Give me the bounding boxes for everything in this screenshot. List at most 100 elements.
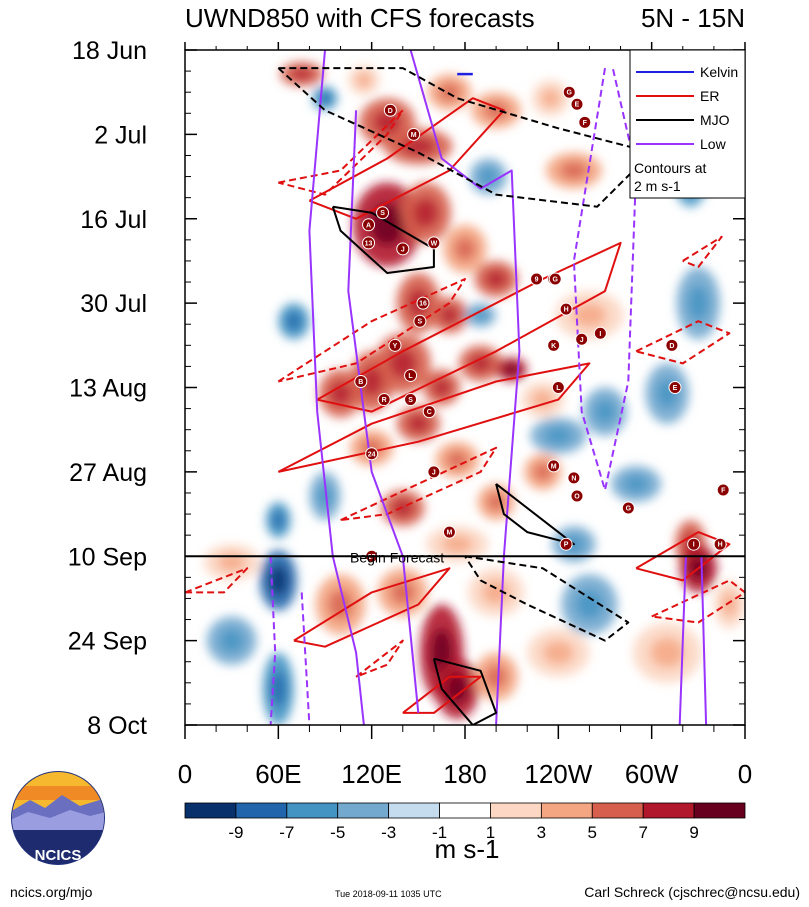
tc-marker: E [668, 381, 682, 394]
legend-note-2: 2 m s-1 [634, 178, 681, 194]
tc-marker-label: K [551, 343, 556, 350]
anomaly-core [485, 664, 507, 689]
tc-marker-dot [570, 489, 584, 503]
y-tick-label: 13 Aug [69, 375, 147, 403]
anomaly-core [541, 89, 560, 108]
tc-marker: I [687, 537, 701, 551]
tc-marker: H [713, 537, 727, 551]
tc-marker-label: J [401, 246, 405, 253]
tc-marker-label: L [556, 385, 561, 392]
tc-marker-label: P [564, 542, 569, 549]
tc-marker-dot [427, 465, 441, 479]
x-tick-label: 120E [341, 759, 402, 789]
er-contour [277, 362, 591, 473]
tc-marker-dot [396, 242, 410, 256]
tc-marker: B [354, 374, 368, 388]
tc-marker-label: J [580, 337, 584, 344]
footer-site: ncics.org/mjo [10, 884, 93, 900]
anomaly-core [542, 640, 574, 665]
low-contour [347, 110, 420, 713]
tc-marker: J [427, 465, 441, 479]
tc-marker-label: L [408, 373, 413, 380]
mjo-contour [495, 483, 575, 546]
anomaly-core [272, 511, 285, 530]
anomaly-core [356, 72, 372, 88]
tc-marker-dot [713, 537, 727, 551]
y-axis: 18 Jun 2 Jul 16 Jul 30 Jul 13 Aug 27 Aug 10 Se… [68, 37, 745, 740]
er-contour [355, 639, 404, 678]
low-contour [300, 592, 311, 725]
tc-marker-dot [575, 332, 589, 346]
tc-marker: N [567, 471, 581, 485]
y-tick-label: 2 Jul [94, 121, 147, 149]
anomaly-core [329, 381, 352, 406]
tc-marker-dot [365, 447, 379, 461]
tc-marker: G [562, 85, 576, 99]
tc-marker-dot [413, 314, 427, 328]
er-contour [293, 567, 451, 648]
anomaly-core [687, 285, 710, 322]
anomaly-core [446, 673, 469, 704]
y-tick-label: 16 Jul [80, 206, 147, 234]
tc-marker-dot [442, 525, 456, 539]
tc-marker-label: I [599, 331, 601, 338]
tc-marker-dot [578, 115, 592, 129]
colorbar-swatch [439, 802, 491, 819]
colorbar-tick-label: 1 [486, 823, 495, 842]
tc-marker-dot [548, 272, 562, 286]
tc-marker: S [413, 314, 427, 328]
tc-marker-dot [559, 537, 573, 551]
tc-marker-dot [559, 302, 573, 316]
mjo-contour [331, 205, 435, 274]
er-contour [277, 278, 466, 383]
tc-markers: SA13JWMD16SYBLRSC24JM27GEFGGHKJIDLEMNOGP… [354, 85, 730, 563]
tc-marker: G [548, 272, 562, 286]
x-tick-label: 60E [255, 759, 301, 789]
anomaly-core [721, 592, 738, 617]
tc-marker: K [547, 338, 561, 352]
tc-marker: W [427, 236, 441, 250]
anomaly-core [572, 303, 607, 328]
tc-marker: M [442, 525, 456, 539]
colorbar-tick-label: 3 [537, 823, 546, 842]
tc-marker-label: M [411, 132, 417, 139]
er-contour [308, 97, 505, 220]
tc-marker: S [376, 206, 390, 220]
anomaly-core [269, 565, 288, 596]
anomaly-core [441, 535, 473, 554]
tc-marker-dot [593, 326, 607, 340]
anomaly-core [328, 589, 353, 620]
er-contour [340, 446, 498, 522]
tc-marker-label: G [626, 506, 632, 513]
colorbar-unit: m s-1 [435, 834, 500, 864]
tc-marker-label: D [388, 108, 393, 115]
tc-marker-label: I [693, 542, 695, 549]
tc-marker: A [362, 218, 376, 232]
colorbar-swatch [235, 802, 288, 819]
anomaly-core [486, 492, 506, 512]
tc-marker: 9 [530, 272, 544, 286]
tc-marker-label: B [358, 379, 363, 386]
tc-marker-label: S [380, 210, 385, 217]
legend-er: ER [700, 88, 719, 104]
anomaly-core [390, 580, 416, 605]
anomaly-core [317, 483, 333, 509]
anomaly-core [219, 628, 245, 653]
tc-marker-dot [562, 85, 576, 99]
tc-marker-label: G [566, 90, 572, 97]
tc-marker: C [422, 405, 436, 419]
legend: Kelvin ER MJO Low Contours at 2 m s-1 [629, 49, 746, 199]
colorbar-tick-label: -5 [330, 823, 345, 842]
colorbar-swatch [286, 802, 339, 819]
tc-marker: F [716, 483, 730, 497]
tc-marker: H [559, 302, 573, 316]
tc-marker-dot [383, 103, 397, 117]
tc-marker-label: S [418, 319, 423, 326]
tc-marker-label: C [427, 409, 432, 416]
legend-kelvin: Kelvin [700, 64, 738, 80]
y-tick-label: 10 Sep [68, 543, 147, 571]
colorbar-tick-label: -9 [228, 823, 243, 842]
legend-low: Low [700, 136, 727, 152]
tc-marker-dot [551, 381, 565, 394]
tc-marker-label: G [552, 277, 558, 284]
